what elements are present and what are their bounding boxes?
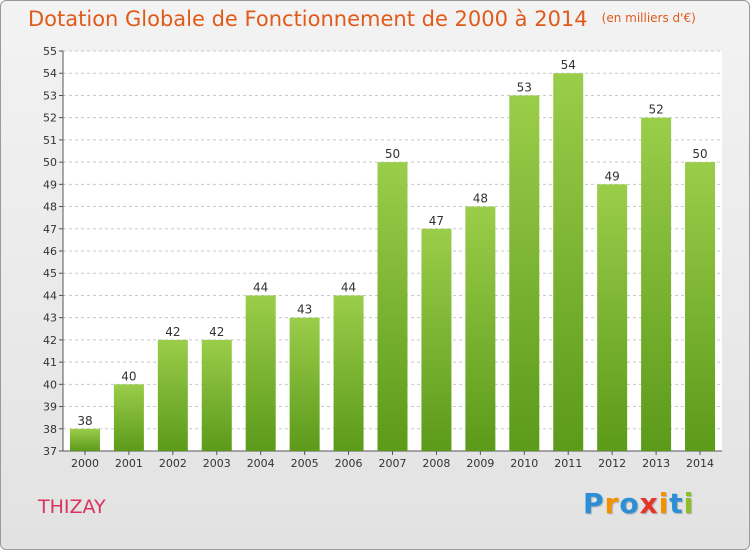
logo-letter: o: [619, 487, 640, 520]
logo-letter: i: [683, 487, 695, 520]
x-tick-label: 2001: [115, 457, 143, 470]
bar: [641, 117, 672, 452]
logo-letter: i: [658, 487, 670, 520]
bar: [333, 295, 364, 451]
bar: [509, 95, 540, 451]
x-tick-label: 2009: [466, 457, 494, 470]
x-tick-label: 2000: [71, 457, 99, 470]
logo-letter: x: [639, 487, 659, 520]
y-tick-label: 44: [43, 289, 57, 302]
y-tick-label: 47: [43, 223, 57, 236]
data-label: 48: [473, 192, 488, 206]
y-tick-label: 51: [43, 134, 57, 147]
data-label: 50: [692, 147, 707, 161]
proxiti-logo: Proxiti: [583, 487, 694, 520]
data-label: 42: [209, 325, 224, 339]
chart-subtitle: (en milliers d'€): [601, 11, 696, 25]
y-tick-label: 55: [43, 45, 57, 58]
bar: [597, 184, 628, 452]
y-tick-label: 50: [43, 156, 57, 169]
y-tick-label: 46: [43, 245, 57, 258]
y-tick-label: 38: [43, 423, 57, 436]
data-label: 40: [121, 369, 136, 383]
bar: [377, 162, 408, 451]
y-tick-label: 42: [43, 334, 57, 347]
data-label: 54: [561, 58, 576, 72]
y-tick-label: 52: [43, 112, 57, 125]
bar: [201, 339, 232, 451]
x-tick-label: 2012: [598, 457, 626, 470]
data-label: 50: [385, 147, 400, 161]
data-label: 49: [605, 169, 620, 183]
x-tick-label: 2002: [159, 457, 187, 470]
logo-letter: P: [583, 487, 605, 520]
x-tick-label: 2004: [247, 457, 275, 470]
x-tick-label: 2007: [379, 457, 407, 470]
x-tick-label: 2005: [291, 457, 319, 470]
x-tick-label: 2014: [686, 457, 714, 470]
x-tick-label: 2011: [554, 457, 582, 470]
bar: [113, 384, 144, 451]
data-label: 44: [341, 280, 356, 294]
data-label: 43: [297, 303, 312, 317]
data-label: 38: [77, 414, 92, 428]
chart-title-text: Dotation Globale de Fonctionnement de 20…: [28, 7, 588, 31]
bar: [421, 228, 452, 451]
y-tick-label: 41: [43, 356, 57, 369]
bar: [157, 339, 188, 451]
y-tick-label: 43: [43, 312, 57, 325]
x-tick-label: 2010: [510, 457, 538, 470]
data-label: 52: [648, 103, 663, 117]
x-tick-label: 2006: [335, 457, 363, 470]
x-tick-label: 2013: [642, 457, 670, 470]
x-tick-label: 2003: [203, 457, 231, 470]
y-tick-label: 39: [43, 401, 57, 414]
y-tick-label: 54: [43, 67, 57, 80]
x-tick-label: 2008: [422, 457, 450, 470]
y-tick-label: 48: [43, 201, 57, 214]
data-label: 44: [253, 280, 268, 294]
bar: [245, 295, 276, 451]
data-label: 53: [517, 80, 532, 94]
commune-name: THIZAY: [38, 496, 106, 518]
bar: [465, 206, 496, 451]
y-tick-label: 45: [43, 267, 57, 280]
logo-letter: t: [669, 487, 684, 520]
bar: [69, 428, 100, 451]
data-label: 42: [165, 325, 180, 339]
bar: [685, 162, 716, 451]
bar: [553, 73, 584, 451]
y-tick-label: 53: [43, 89, 57, 102]
plot-area: 37 38 39 40 41 42 43 44 45 46 47 48 49 50 51 52 53 54 55 38…: [43, 45, 722, 470]
logo-letter: r: [604, 487, 620, 520]
bar: [289, 317, 320, 451]
chart-title: Dotation Globale de Fonctionnement de 20…: [28, 7, 696, 31]
y-tick-label: 49: [43, 178, 57, 191]
y-tick-label: 40: [43, 378, 57, 391]
y-tick-label: 37: [43, 445, 57, 458]
data-label: 47: [429, 214, 444, 228]
